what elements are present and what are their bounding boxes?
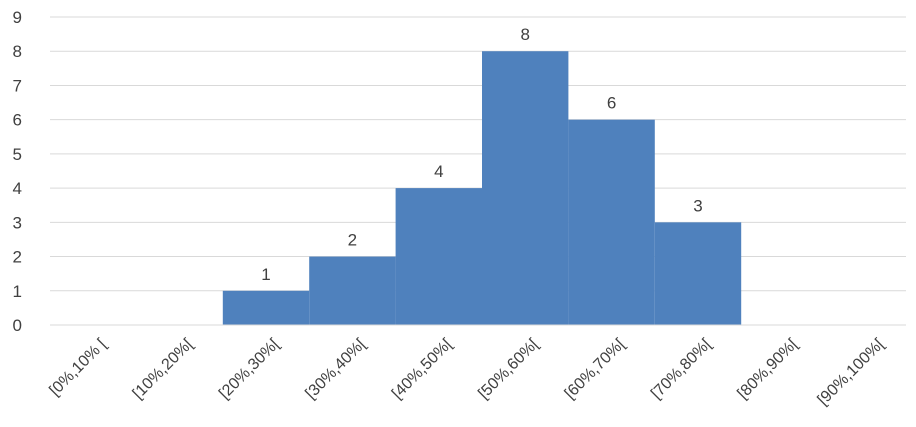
bar-7 bbox=[568, 119, 655, 325]
data-label: 2 bbox=[348, 231, 357, 250]
x-tick-label: [10%,20%[ bbox=[130, 335, 197, 402]
data-label: 1 bbox=[261, 265, 270, 284]
gridlines bbox=[50, 16, 906, 292]
y-tick-label: 7 bbox=[13, 76, 22, 95]
bar-5 bbox=[395, 188, 482, 325]
y-tick-label: 1 bbox=[13, 282, 22, 301]
data-label: 8 bbox=[520, 25, 529, 44]
x-tick-label: [0%,10% [ bbox=[46, 335, 110, 399]
data-labels: 1 2 4 8 6 3 bbox=[261, 25, 702, 284]
data-label: 6 bbox=[607, 94, 616, 113]
x-tick-label: [40%,50%[ bbox=[389, 335, 456, 402]
data-label: 3 bbox=[693, 196, 702, 215]
y-tick-label: 3 bbox=[13, 213, 22, 232]
bar-6 bbox=[482, 51, 569, 325]
x-tick-label: [70%,80%[ bbox=[648, 335, 715, 402]
y-tick-label: 4 bbox=[13, 179, 22, 198]
x-axis-tick-labels: [0%,10% [ [10%,20%[ [20%,30%[ [30%,40%[ [40%… bbox=[46, 335, 888, 408]
y-tick-label: 8 bbox=[13, 42, 22, 61]
x-tick-label: [90%,100%[ bbox=[815, 335, 888, 408]
bar-3 bbox=[222, 290, 310, 325]
y-tick-label: 5 bbox=[13, 145, 22, 164]
data-label: 4 bbox=[434, 162, 443, 181]
x-tick-label: [60%,70%[ bbox=[562, 335, 629, 402]
y-tick-label: 6 bbox=[13, 111, 22, 130]
x-tick-label: [20%,30%[ bbox=[216, 335, 283, 402]
y-tick-label: 2 bbox=[13, 248, 22, 267]
bar-4 bbox=[309, 256, 396, 325]
x-tick-label: [80%,90%[ bbox=[734, 335, 801, 402]
x-tick-label: [30%,40%[ bbox=[302, 335, 369, 402]
bar-8 bbox=[654, 222, 742, 325]
y-tick-label: 9 bbox=[13, 8, 22, 27]
y-tick-label: 0 bbox=[13, 316, 22, 335]
y-axis-tick-labels: 0 1 2 3 4 5 6 7 8 9 bbox=[13, 8, 22, 335]
bars bbox=[222, 51, 742, 325]
x-tick-label: [50%,60%[ bbox=[475, 335, 542, 402]
